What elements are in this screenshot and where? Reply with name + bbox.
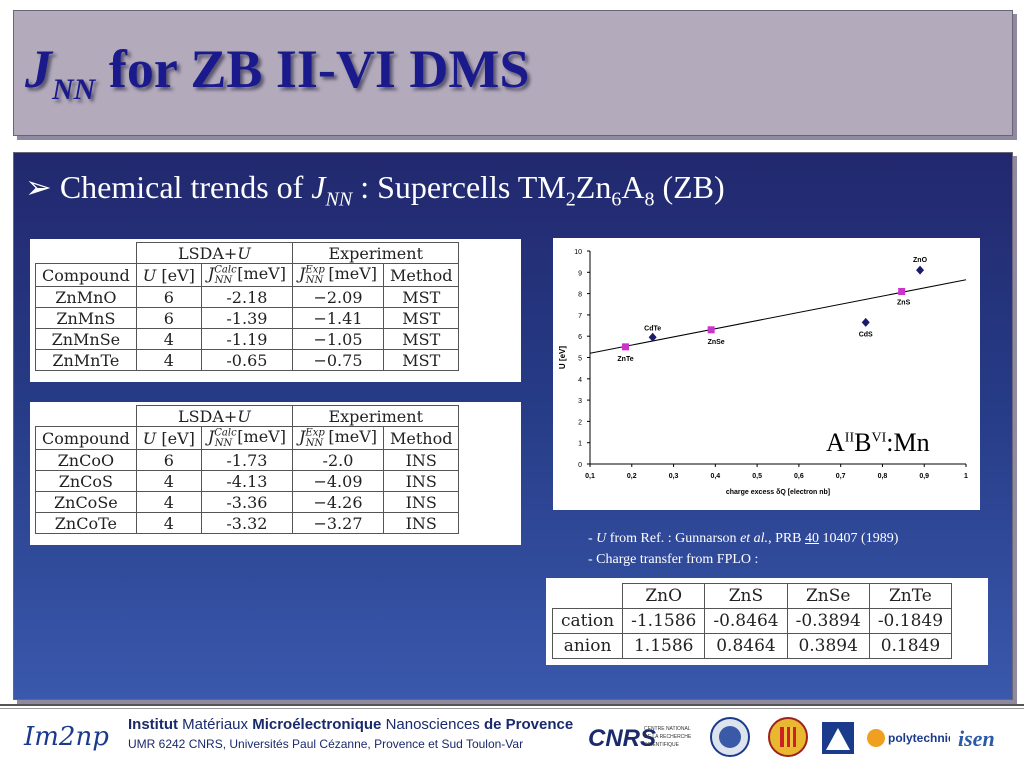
header-compound: Compound [35, 425, 137, 451]
x-tick-label: 0,3 [669, 473, 679, 480]
svg-text:polytechnique: polytechnique [888, 731, 950, 745]
x-tick-label: 0,2 [627, 473, 637, 480]
x-tick-label: 0,8 [878, 473, 888, 480]
header-group-experiment: Experiment [291, 242, 460, 264]
table-row: ZnCoTe 4 -3.32 −3.27 INS [35, 512, 460, 535]
footer-umr: UMR 6242 CNRS, Universités Paul Cézanne,… [128, 737, 524, 751]
table-row: ZnMnSe 4 -1.19 −1.05 MST [35, 328, 460, 351]
university-seal-1-icon [708, 715, 752, 764]
table-row: anion 1.1586 0.8464 0.3894 0.1849 [551, 633, 953, 659]
data-point-square [707, 326, 715, 334]
y-tick-label: 1 [578, 441, 582, 448]
x-tick-label: 1 [964, 473, 968, 480]
bullet-marker-icon: ➢ [25, 169, 52, 205]
table-row: ZnCoO 6 -1.73 -2.0 INS [35, 449, 460, 472]
table-row: ZnCoS 4 -4.13 −4.09 INS [35, 470, 460, 493]
data-point-diamond [916, 265, 925, 275]
svg-text:SCIENTIFIQUE: SCIENTIFIQUE [644, 742, 680, 748]
title-box [13, 10, 1013, 136]
table-row: ZnCoSe 4 -3.36 −4.26 INS [35, 491, 460, 514]
svg-text:DE LA RECHERCHE: DE LA RECHERCHE [644, 734, 692, 740]
svg-text:CNRS: CNRS [588, 725, 656, 752]
y-tick-label: 3 [578, 398, 582, 405]
header-group-experiment: Experiment [291, 405, 460, 427]
note-reference: - U from Ref. : Gunnarson et al., PRB 40… [588, 531, 899, 546]
polytechnique-logo: polytechnique [862, 720, 970, 761]
x-tick-label: 0,7 [836, 473, 846, 480]
table-co: LSDA+U Experiment Compound U [eV] JCalcN… [30, 402, 521, 545]
header-jcalc: JCalcNN [meV] [200, 262, 293, 288]
y-tick-label: 4 [578, 377, 582, 384]
data-point-square [898, 287, 906, 295]
table-row: ZnMnTe 4 -0.65 −0.75 MST [35, 349, 460, 372]
table-row: ZnMnO 6 -2.18 −2.09 MST [35, 286, 460, 309]
header-jexp: JExpNN [meV] [291, 262, 385, 288]
chart-svg: 0 1 2 3 4 5 6 7 8 9 10 0,1 0,2 0,3 0,4 0,5 0,6 0,7 0,8 0,9 1… [558, 249, 968, 496]
table-row: cation -1.1586 -0.8464 -0.3894 -0.1849 [551, 608, 953, 634]
data-label: ZnS [897, 299, 911, 306]
notes: - U from Ref. : Gunnarson et al., PRB 40… [588, 528, 898, 570]
note-charge-transfer: - Charge transfer from FPLO : [588, 552, 759, 567]
x-tick-label: 0,6 [794, 473, 804, 480]
table-row: ZnMnS 6 -1.39 −1.41 MST [35, 307, 460, 330]
header-u: U [eV] [135, 425, 202, 451]
y-tick-label: 5 [578, 356, 582, 363]
svg-text:CENTRE NATIONAL: CENTRE NATIONAL [644, 726, 691, 732]
x-tick-label: 0,5 [752, 473, 762, 480]
footer-divider [0, 704, 1024, 706]
data-point-diamond [648, 332, 657, 342]
y-tick-label: 6 [578, 334, 582, 341]
university-seal-2-icon [766, 715, 810, 764]
y-tick-label: 0 [578, 462, 582, 469]
y-tick-label: 9 [578, 270, 582, 277]
data-point-square [622, 343, 630, 351]
u-vs-charge-chart: 0 1 2 3 4 5 6 7 8 9 10 0,1 0,2 0,3 0,4 0,5 0,6 0,7 0,8 0,9 1… [553, 238, 980, 510]
bullet-line: ➢ Chemical trends of JNN : Supercells TM… [25, 169, 725, 211]
trendline [589, 279, 967, 354]
y-tick-label: 7 [578, 313, 582, 320]
footer-institute: Institut Matériaux Microélectronique Nan… [128, 716, 574, 733]
x-axis-label: charge excess δQ [electron nb] [726, 489, 830, 496]
data-point-diamond [861, 317, 870, 327]
y-tick-label: 10 [574, 249, 582, 256]
cnrs-logo: CNRS CENTRE NATIONAL DE LA RECHERCHE SCI… [586, 716, 698, 763]
isen-logo: isen [956, 724, 1012, 759]
svg-text:isen: isen [958, 726, 995, 751]
header-group-lsda: LSDA+U [135, 405, 293, 427]
slide-title: JNN for ZB II-VI DMS [25, 39, 530, 106]
header-compound: Compound [35, 262, 137, 288]
y-tick-label: 8 [578, 292, 582, 299]
data-label: ZnTe [617, 356, 633, 363]
data-label: CdS [859, 331, 873, 338]
x-tick-label: 0,9 [919, 473, 929, 480]
header-u: U [eV] [135, 262, 202, 288]
data-label: ZnO [913, 257, 928, 264]
y-axis-label: U [eV] [558, 346, 567, 369]
header-method: Method [382, 425, 460, 451]
charge-table: ZnO ZnS ZnSe ZnTe cation -1.1586 -0.8464 -0… [546, 578, 988, 665]
chart-label-aiibvi-mn: AIIBVI:Mn [826, 428, 930, 457]
x-tick-label: 0,1 [585, 473, 595, 480]
data-label: CdTe [644, 325, 661, 332]
header-jexp: JExpNN [meV] [291, 425, 385, 451]
table-mn: LSDA+U Experiment Compound U [eV] JCalcN… [30, 239, 521, 382]
im2np-logo: Im2np [24, 722, 109, 752]
y-tick-label: 2 [578, 419, 582, 426]
header-group-lsda: LSDA+U [135, 242, 293, 264]
header-method: Method [382, 262, 460, 288]
footer-divider-thin [0, 708, 1024, 709]
header-jcalc: JCalcNN [meV] [200, 425, 293, 451]
x-tick-label: 0,4 [710, 473, 720, 480]
data-label: ZnSe [708, 339, 725, 346]
toulon-university-logo [818, 714, 858, 767]
